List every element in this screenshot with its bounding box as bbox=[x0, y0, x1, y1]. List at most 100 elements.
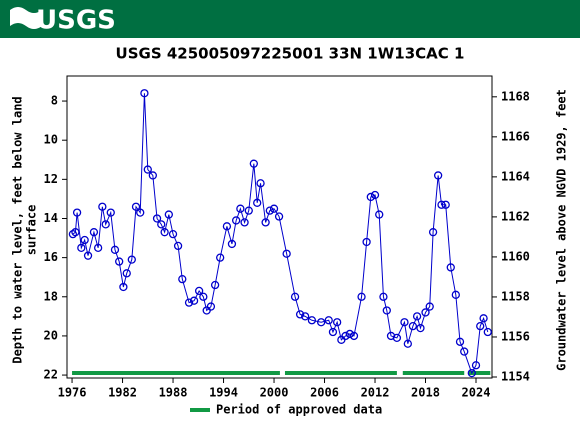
y2-tick-label: 1168 bbox=[501, 89, 530, 103]
data-point bbox=[362, 237, 371, 247]
data-point bbox=[437, 200, 446, 209]
data-point bbox=[274, 212, 284, 221]
data-point bbox=[301, 312, 310, 321]
data-point bbox=[256, 179, 265, 188]
data-point bbox=[122, 269, 131, 278]
x-tick-label: 1976 bbox=[58, 386, 87, 400]
data-point bbox=[216, 253, 225, 262]
data-point bbox=[269, 204, 279, 213]
logo-text: USGS bbox=[36, 6, 116, 36]
data-point bbox=[345, 329, 354, 339]
data-point bbox=[261, 218, 270, 227]
y-tick-label: 10 bbox=[44, 133, 58, 147]
y-axis-label: Depth to water level, feet below land bbox=[11, 96, 25, 363]
data-point bbox=[210, 280, 220, 290]
data-point bbox=[199, 292, 208, 301]
data-point bbox=[227, 239, 237, 249]
data-point bbox=[140, 89, 149, 98]
approved-period bbox=[72, 371, 280, 375]
data-line bbox=[72, 93, 489, 375]
y-tick-label: 20 bbox=[44, 328, 58, 342]
y2-tick-label: 1154 bbox=[501, 369, 530, 383]
data-point bbox=[328, 327, 338, 337]
data-point bbox=[106, 208, 115, 217]
data-point bbox=[455, 337, 465, 346]
y2-tick-label: 1158 bbox=[501, 289, 530, 303]
y-tick-label: 16 bbox=[44, 250, 58, 264]
data-point bbox=[160, 228, 169, 237]
data-point bbox=[476, 321, 485, 331]
data-point bbox=[189, 296, 199, 305]
y2-tick-label: 1156 bbox=[501, 329, 530, 343]
x-tick-label: 2024 bbox=[462, 386, 491, 400]
x-tick-label: 1988 bbox=[159, 386, 188, 400]
chart-title: USGS 425005097225001 33N 1W13CAC 1 bbox=[116, 45, 465, 63]
y-tick-label: 22 bbox=[44, 368, 58, 382]
data-point bbox=[206, 302, 216, 311]
data-point bbox=[89, 228, 99, 237]
data-point bbox=[479, 314, 488, 323]
data-point bbox=[164, 210, 173, 219]
data-point bbox=[143, 165, 152, 174]
y-tick-label: 14 bbox=[44, 211, 58, 225]
data-point bbox=[184, 298, 194, 307]
data-point bbox=[412, 312, 422, 321]
data-point bbox=[80, 235, 89, 245]
data-point bbox=[403, 339, 412, 348]
data-point bbox=[379, 292, 388, 301]
data-point bbox=[471, 361, 481, 370]
data-point bbox=[136, 208, 145, 217]
logo-icon bbox=[10, 7, 42, 29]
data-point bbox=[244, 206, 253, 215]
data-point bbox=[460, 347, 469, 356]
data-point bbox=[178, 275, 187, 284]
x-tick-label: 2012 bbox=[361, 386, 390, 400]
plot-frame bbox=[66, 75, 493, 379]
data-point bbox=[68, 229, 78, 239]
y-tick-label: 18 bbox=[44, 289, 58, 303]
data-point bbox=[115, 257, 124, 266]
data-point bbox=[240, 218, 249, 227]
data-point bbox=[77, 243, 86, 252]
data-point bbox=[71, 228, 80, 237]
data-point bbox=[332, 318, 342, 327]
data-point bbox=[357, 292, 366, 301]
data-point bbox=[253, 198, 262, 207]
data-point bbox=[101, 220, 110, 229]
data-point bbox=[382, 306, 391, 315]
y2-tick-label: 1160 bbox=[501, 249, 530, 263]
data-point bbox=[249, 159, 258, 168]
data-point bbox=[467, 368, 476, 378]
data-point bbox=[451, 290, 460, 299]
data-point bbox=[93, 243, 103, 252]
data-point bbox=[157, 220, 166, 229]
data-point bbox=[366, 192, 375, 202]
data-point bbox=[83, 251, 93, 260]
data-point bbox=[148, 171, 157, 180]
y-tick-label: 8 bbox=[51, 94, 58, 108]
data-point bbox=[295, 310, 305, 319]
data-point bbox=[290, 292, 300, 301]
approved-period bbox=[402, 371, 465, 375]
data-point bbox=[483, 327, 492, 337]
data-point bbox=[127, 255, 136, 264]
data-point bbox=[222, 222, 232, 231]
y-tick-label: 12 bbox=[44, 172, 58, 186]
data-point bbox=[408, 321, 418, 331]
data-point bbox=[433, 171, 443, 180]
data-point bbox=[282, 249, 291, 258]
y2-tick-label: 1164 bbox=[501, 169, 530, 183]
data-point bbox=[265, 206, 274, 215]
data-point bbox=[131, 202, 141, 211]
x-tick-label: 1994 bbox=[209, 386, 238, 400]
y-axis-label: surface bbox=[25, 205, 39, 256]
data-point bbox=[441, 200, 450, 209]
legend-swatch bbox=[190, 408, 210, 412]
data-point bbox=[349, 331, 359, 341]
data-point bbox=[119, 282, 128, 292]
x-tick-label: 2018 bbox=[411, 386, 440, 400]
x-tick-label: 2006 bbox=[310, 386, 339, 400]
data-point bbox=[194, 286, 204, 296]
data-point bbox=[370, 190, 380, 200]
